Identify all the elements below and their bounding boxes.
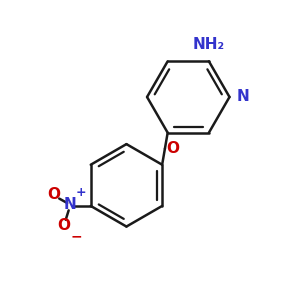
- Text: O: O: [47, 187, 60, 202]
- Text: +: +: [75, 187, 86, 200]
- Text: N: N: [237, 89, 250, 104]
- Text: O: O: [58, 218, 71, 233]
- Text: −: −: [70, 229, 82, 243]
- Text: N: N: [64, 197, 76, 212]
- Text: O: O: [166, 141, 179, 156]
- Text: NH₂: NH₂: [193, 38, 225, 52]
